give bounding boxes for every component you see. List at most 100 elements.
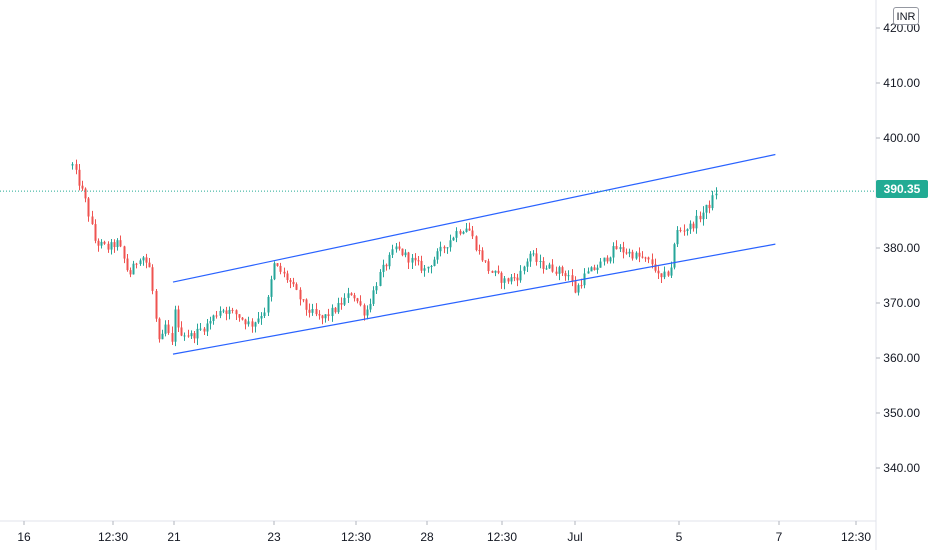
candle-body	[209, 321, 212, 324]
candle-body	[353, 295, 356, 299]
candle-body	[244, 319, 247, 325]
candle-body	[356, 298, 359, 302]
candle-body	[334, 307, 337, 313]
candle-body	[657, 270, 660, 274]
candle-body	[203, 328, 206, 332]
x-tick-label: Jul	[567, 530, 582, 544]
candle-body	[398, 246, 401, 249]
candle-body	[347, 293, 350, 298]
candle-body	[663, 271, 666, 278]
candle-body	[606, 257, 609, 262]
candle-body	[292, 281, 295, 285]
candle-body	[94, 224, 97, 241]
candle-body	[628, 251, 631, 254]
candle-body	[427, 266, 430, 269]
candle-body	[321, 315, 324, 319]
candle-body	[532, 253, 535, 255]
candle-body	[484, 260, 487, 262]
candle-body	[433, 259, 436, 266]
x-tick-label: 7	[776, 530, 783, 544]
currency-badge[interactable]: INR	[893, 7, 919, 25]
candle-body	[283, 271, 286, 274]
candle-body	[615, 246, 618, 250]
candle-body	[142, 257, 145, 261]
candle-body	[593, 267, 596, 270]
candle-body	[503, 278, 506, 283]
candle-body	[75, 164, 78, 170]
candle-body	[385, 264, 388, 267]
candle-body	[545, 268, 548, 270]
candle-body	[481, 250, 484, 261]
candle-body	[171, 333, 174, 342]
candle-body	[660, 273, 663, 278]
candle-body	[97, 240, 100, 246]
candle-body	[174, 309, 177, 342]
y-tick-label: 400.00	[883, 131, 920, 145]
candle-body	[196, 328, 199, 339]
x-tick-label: 16	[17, 530, 31, 544]
candle-body	[539, 260, 542, 262]
candle-body	[708, 204, 711, 209]
x-tick-label: 12:30	[841, 530, 871, 544]
price-axis[interactable]: 340.00350.00360.00370.00380.00390.00400.…	[876, 21, 920, 475]
candle-body	[395, 246, 398, 250]
candle-body	[651, 259, 654, 265]
candle-body	[641, 256, 644, 258]
candle-body	[164, 324, 167, 334]
candle-body	[414, 257, 417, 261]
x-tick-label: 21	[167, 530, 181, 544]
candle-body	[276, 263, 279, 266]
x-tick-label: 28	[420, 530, 434, 544]
candle-body	[286, 273, 289, 281]
candle-body	[564, 273, 567, 277]
candle-body	[222, 310, 225, 312]
candle-body	[379, 271, 382, 286]
candle-body	[475, 236, 478, 251]
candle-body	[580, 285, 583, 287]
x-tick-label: 5	[676, 530, 683, 544]
candle-body	[366, 309, 369, 316]
candle-body	[577, 285, 580, 293]
last-price-label: 390.35	[876, 180, 928, 198]
candle-body	[638, 252, 641, 257]
channel-line-lower	[172, 243, 776, 355]
candle-body	[318, 314, 321, 316]
y-tick-label: 380.00	[883, 241, 920, 255]
candle-body	[193, 333, 196, 339]
candle-body	[647, 257, 650, 260]
candle-body	[231, 309, 234, 311]
candle-body	[452, 237, 455, 241]
candle-body	[603, 257, 606, 262]
candle-body	[529, 253, 532, 262]
candle-body	[692, 223, 695, 229]
candle-body	[340, 302, 343, 305]
candle-body	[407, 252, 410, 263]
candle-body	[523, 266, 526, 271]
candle-body	[689, 223, 692, 230]
trend-channel[interactable]	[172, 153, 776, 355]
candle-body	[404, 252, 407, 256]
candle-body	[199, 328, 202, 330]
candle-body	[558, 267, 561, 274]
candle-body	[145, 257, 148, 263]
candle-body	[337, 302, 340, 313]
candle-body	[132, 263, 135, 275]
candle-body	[462, 231, 465, 234]
candle-body	[375, 285, 378, 291]
time-axis[interactable]: 16 12:30 21 23 12:30 28 12:30 Jul 5 7 12:30	[17, 521, 871, 544]
candle-body	[126, 258, 129, 271]
candle-body	[478, 250, 481, 252]
candle-body	[625, 252, 628, 254]
candle-body	[87, 198, 90, 217]
candle-body	[235, 310, 238, 315]
candle-body	[81, 185, 84, 189]
candle-body	[430, 265, 433, 267]
candle-body	[155, 290, 158, 319]
candle-body	[267, 296, 270, 313]
candle-body	[449, 240, 452, 248]
candle-body	[590, 267, 593, 272]
candle-body	[273, 263, 276, 280]
candle-body	[369, 303, 372, 310]
